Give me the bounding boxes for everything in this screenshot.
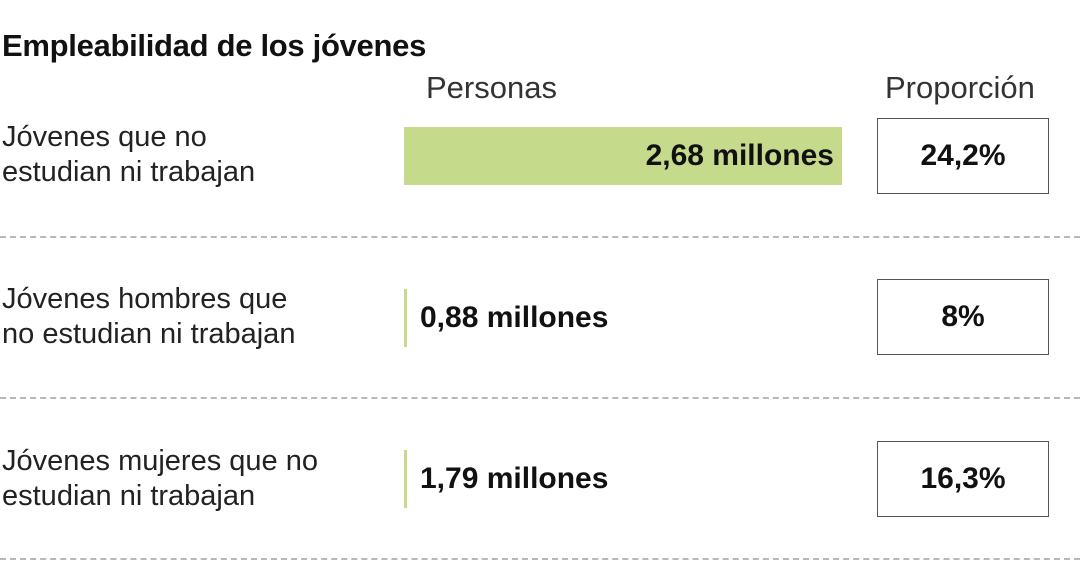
row-label-line: estudian ni trabajan (2, 156, 256, 188)
column-header-personas: Personas (426, 70, 557, 105)
row-divider (0, 236, 1080, 238)
proportion-box: 16,3% (877, 441, 1049, 517)
bar-value-label: 1,79 millones (420, 462, 609, 495)
row-label: Jóvenes hombres que no estudian ni traba… (2, 282, 295, 352)
bar-mujeres (404, 450, 407, 508)
row-label: Jóvenes que no estudian ni trabajan (2, 120, 255, 190)
bar-hombres (404, 289, 407, 347)
proportion-box: 24,2% (877, 118, 1049, 194)
row-divider (0, 558, 1080, 560)
row-label-line: Jóvenes que no (2, 121, 207, 153)
bar-total (404, 127, 842, 185)
bar-value-label: 2,68 millones (645, 139, 834, 172)
row-label-line: Jóvenes hombres que (2, 283, 288, 315)
column-header-proporcion: Proporción (885, 70, 1035, 105)
row-divider (0, 397, 1080, 399)
row-label-line: Jóvenes mujeres que no (2, 445, 318, 477)
row-label-line: no estudian ni trabajan (2, 318, 296, 350)
bar-value-label: 0,88 millones (420, 301, 609, 334)
proportion-box: 8% (877, 279, 1049, 355)
chart-title: Empleabilidad de los jóvenes (2, 28, 427, 63)
row-label: Jóvenes mujeres que no estudian ni traba… (2, 444, 318, 514)
row-label-line: estudian ni trabajan (2, 480, 256, 512)
